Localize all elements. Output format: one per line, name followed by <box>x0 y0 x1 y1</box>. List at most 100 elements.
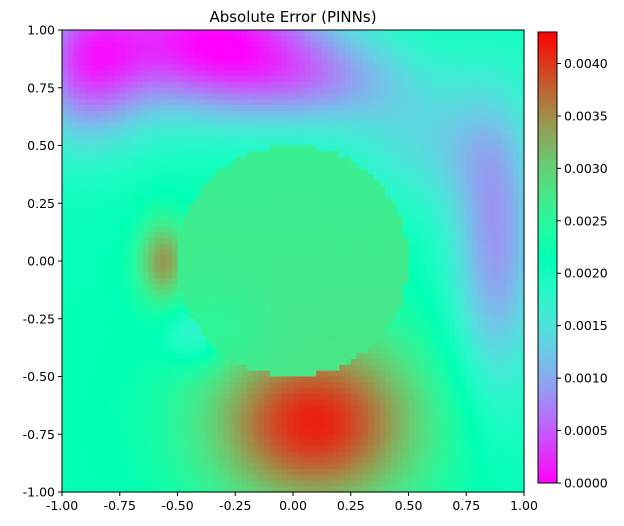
heatmap-cell <box>165 353 173 360</box>
heatmap-cell <box>368 70 375 77</box>
heatmap-cell <box>241 416 248 424</box>
heatmap-cell <box>316 451 323 458</box>
heatmap-cell <box>62 393 69 401</box>
heatmap-cell <box>264 41 271 48</box>
heatmap-cell <box>194 376 202 383</box>
heatmap-cell <box>269 157 277 164</box>
heatmap-cell <box>379 301 387 308</box>
heatmap-cell <box>217 64 225 72</box>
heatmap-cell <box>119 53 127 60</box>
heatmap-cell <box>160 457 167 464</box>
heatmap-cell <box>85 382 92 389</box>
heatmap-cell <box>281 411 288 418</box>
heatmap-cell <box>258 180 265 187</box>
heatmap-cell <box>344 312 352 320</box>
heatmap-cell <box>67 255 75 262</box>
heatmap-cell <box>396 116 404 124</box>
heatmap-cell <box>298 457 306 464</box>
heatmap-cell <box>264 364 271 372</box>
heatmap-cell <box>102 295 109 303</box>
heatmap-cell <box>356 191 363 199</box>
heatmap-cell <box>137 278 144 285</box>
heatmap-cell <box>171 110 179 118</box>
heatmap-cell <box>131 70 138 77</box>
heatmap-cell <box>298 416 306 424</box>
heatmap-cell <box>408 41 415 48</box>
heatmap-cell <box>258 445 265 453</box>
heatmap-cell <box>258 289 265 297</box>
heatmap-cell <box>396 422 404 430</box>
heatmap-cell <box>344 70 352 77</box>
heatmap-cell <box>223 58 231 66</box>
heatmap-cell <box>408 457 415 464</box>
heatmap-cell <box>246 220 254 227</box>
heatmap-cell <box>79 162 86 170</box>
heatmap-cell <box>171 209 179 216</box>
heatmap-cell <box>113 393 121 401</box>
heatmap-cell <box>281 58 288 66</box>
heatmap-cell <box>420 105 427 112</box>
heatmap-cell <box>368 301 375 308</box>
heatmap-cell <box>344 226 352 233</box>
heatmap-cell <box>90 168 98 175</box>
heatmap-cell <box>402 272 410 279</box>
heatmap-cell <box>194 416 202 424</box>
heatmap-cell <box>379 35 387 43</box>
heatmap-cell <box>177 214 184 222</box>
heatmap-cell <box>379 451 387 458</box>
heatmap-cell <box>420 81 427 89</box>
heatmap-cell <box>339 307 346 314</box>
heatmap-cell <box>67 295 75 303</box>
heatmap-cell <box>252 122 259 129</box>
heatmap-cell <box>119 122 127 129</box>
heatmap-cell <box>321 405 329 412</box>
heatmap-cell <box>223 145 231 152</box>
heatmap-cell <box>402 243 410 251</box>
heatmap-cell <box>206 99 213 106</box>
heatmap-cell <box>252 307 259 314</box>
heatmap-cell <box>206 411 213 418</box>
heatmap-cell <box>217 261 225 268</box>
heatmap-cell <box>229 370 236 378</box>
heatmap-cell <box>108 232 115 239</box>
heatmap-cell <box>194 168 202 175</box>
heatmap-cell <box>183 47 190 54</box>
heatmap-cell <box>362 457 369 464</box>
heatmap-cell <box>217 295 225 303</box>
heatmap-cell <box>321 364 329 372</box>
heatmap-cell <box>241 393 248 401</box>
heatmap-cell <box>148 93 156 100</box>
heatmap-cell <box>85 318 92 326</box>
heatmap-cell <box>90 474 98 482</box>
heatmap-cell <box>108 445 115 453</box>
heatmap-cell <box>108 341 115 349</box>
heatmap-cell <box>287 151 294 158</box>
heatmap-cell <box>350 122 358 129</box>
heatmap-cell <box>362 318 369 326</box>
heatmap-cell <box>293 451 300 458</box>
heatmap-cell <box>177 203 184 210</box>
heatmap-cell <box>160 232 167 239</box>
heatmap-cell <box>171 399 179 406</box>
heatmap-cell <box>414 64 421 72</box>
heatmap-cell <box>246 382 254 389</box>
heatmap-cell <box>137 295 144 303</box>
heatmap-cell <box>373 301 381 308</box>
heatmap-cell <box>108 122 115 129</box>
heatmap-cell <box>189 232 196 239</box>
heatmap-cell <box>252 359 259 366</box>
heatmap-cell <box>177 301 184 308</box>
heatmap-cell <box>350 312 358 320</box>
heatmap-cell <box>316 382 323 389</box>
heatmap-cell <box>379 110 387 118</box>
heatmap-cell <box>362 145 369 152</box>
heatmap-cell <box>321 272 329 279</box>
heatmap-cell <box>385 405 392 412</box>
heatmap-cell <box>148 341 156 349</box>
heatmap-cell <box>189 284 196 291</box>
heatmap-cell <box>368 116 375 124</box>
heatmap-cell <box>339 347 346 355</box>
heatmap-cell <box>293 255 300 262</box>
heatmap-cell <box>96 255 104 262</box>
heatmap-cell <box>402 405 410 412</box>
